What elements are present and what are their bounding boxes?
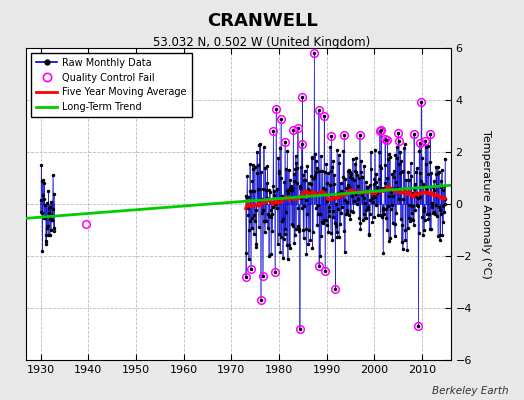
Legend: Raw Monthly Data, Quality Control Fail, Five Year Moving Average, Long-Term Tren: Raw Monthly Data, Quality Control Fail, … — [31, 53, 192, 117]
Text: Berkeley Earth: Berkeley Earth — [432, 386, 508, 396]
Text: 53.032 N, 0.502 W (United Kingdom): 53.032 N, 0.502 W (United Kingdom) — [154, 36, 370, 49]
Y-axis label: Temperature Anomaly (°C): Temperature Anomaly (°C) — [482, 130, 492, 278]
Text: CRANWELL: CRANWELL — [206, 12, 318, 30]
